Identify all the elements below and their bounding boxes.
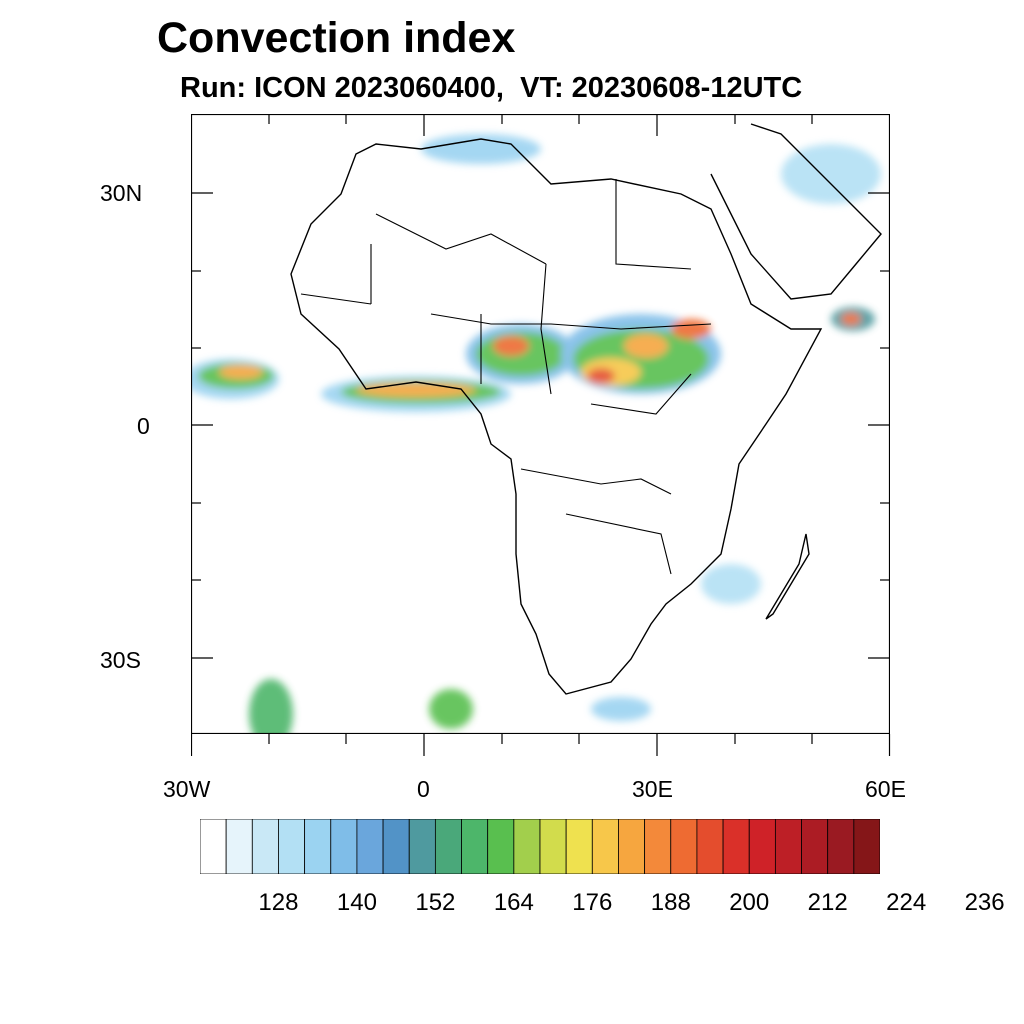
colorbar-tick-label: 212 [807, 889, 848, 916]
colorbar-swatch [644, 819, 672, 874]
colorbar-swatch [591, 819, 619, 874]
lon-label-0: 0 [417, 776, 430, 802]
colorbar-swatch [722, 819, 750, 874]
colorbar-swatch [801, 819, 829, 874]
map-panel [191, 114, 890, 734]
colorbar-swatch [513, 819, 541, 874]
colorbar [200, 819, 880, 874]
lon-ticks [191, 734, 891, 756]
colorbar-tick-label: 188 [650, 889, 691, 916]
colorbar-tick-label: 236 [964, 889, 1005, 916]
colorbar-swatch [539, 819, 567, 874]
country-borders [300, 179, 712, 575]
colorbar-swatch [774, 819, 802, 874]
lat-label-30n: 30N [100, 180, 143, 206]
colorbar-swatch [748, 819, 776, 874]
colorbar-tick-label: 176 [572, 889, 613, 916]
colorbar-swatch [330, 819, 358, 874]
colorbar-tick-label: 224 [886, 889, 927, 916]
lon-label-30w: 30W [163, 776, 211, 802]
colorbar-swatch [670, 819, 698, 874]
colorbar-swatch [461, 819, 489, 874]
map-title: Convection index [157, 14, 516, 62]
colorbar-tick-label: 140 [336, 889, 377, 916]
lon-label-30e: 30E [632, 776, 673, 802]
colorbar-swatch [565, 819, 593, 874]
coastline-arabia [710, 123, 882, 300]
lon-label-60e: 60E [865, 776, 906, 802]
colorbar-swatch [200, 819, 227, 874]
colorbar-swatch [408, 819, 436, 874]
colorbar-swatch [618, 819, 646, 874]
colorbar-swatch [225, 819, 253, 874]
colorbar-swatch [356, 819, 384, 874]
colorbar-swatch [853, 819, 880, 874]
lat-label-0: 0 [137, 413, 150, 439]
map-subtitle: Run: ICON 2023060400, VT: 20230608-12UTC [180, 72, 803, 104]
frame-ticks [191, 114, 890, 659]
colorbar-tick-label: 152 [415, 889, 456, 916]
lat-label-30s: 30S [100, 647, 141, 673]
colorbar-swatch [487, 819, 515, 874]
colorbar-swatch [382, 819, 410, 874]
coastline-madagascar [765, 533, 810, 620]
colorbar-swatch [251, 819, 279, 874]
colorbar-tick-label: 200 [729, 889, 770, 916]
colorbar-swatch [696, 819, 724, 874]
colorbar-swatch [434, 819, 462, 874]
colorbar-tick-label: 128 [258, 889, 299, 916]
colorbar-tick-label: 164 [493, 889, 534, 916]
colorbar-swatch [827, 819, 855, 874]
colorbar-swatch [304, 819, 332, 874]
coastline [290, 138, 823, 695]
colorbar-swatch [278, 819, 306, 874]
